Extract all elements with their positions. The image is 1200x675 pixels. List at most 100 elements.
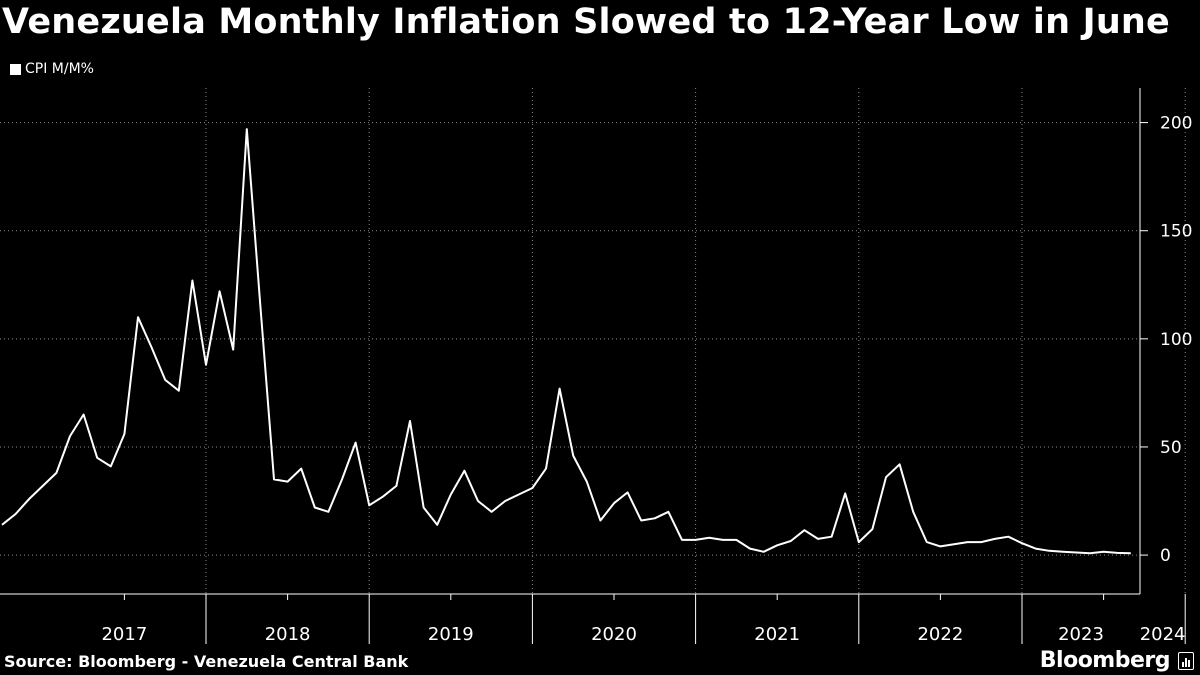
data-point [1007, 536, 1009, 538]
data-point [232, 349, 234, 351]
chart-title: Venezuela Monthly Inflation Slowed to 12… [2, 2, 1170, 42]
y-tick-label: 50 [1160, 438, 1182, 458]
data-point [259, 305, 261, 307]
data-point [831, 536, 833, 538]
data-point [137, 316, 139, 318]
data-point [164, 379, 166, 381]
data-point [178, 390, 180, 392]
data-point [409, 420, 411, 422]
data-point [613, 502, 615, 504]
series-layer [1, 128, 1132, 555]
data-point [531, 487, 533, 489]
data-point [858, 541, 860, 543]
data-point [885, 476, 887, 478]
y-tick-label: 150 [1160, 222, 1192, 242]
data-point [654, 517, 656, 519]
data-point [749, 548, 751, 550]
data-point [355, 442, 357, 444]
data-point [912, 511, 914, 513]
data-point [926, 541, 928, 543]
data-point [1103, 551, 1105, 553]
data-point [55, 472, 57, 474]
data-point [123, 433, 125, 435]
data-point [42, 485, 44, 487]
bloomberg-logo: Bloomberg [1039, 648, 1171, 673]
y-tick-label: 200 [1160, 114, 1192, 134]
data-point [994, 538, 996, 540]
data-point [287, 481, 289, 483]
legend: CPI M/M% [10, 61, 94, 77]
x-tick-label: 2022 [917, 624, 963, 645]
source-note: Source: Bloomberg - Venezuela Central Ba… [4, 652, 409, 671]
y-tick-label: 0 [1160, 546, 1171, 566]
data-point [1089, 552, 1091, 554]
data-point [545, 468, 547, 470]
data-point [586, 481, 588, 483]
data-point [382, 496, 384, 498]
data-point [15, 513, 17, 515]
data-point [191, 279, 193, 281]
x-tick-label: 2018 [265, 624, 311, 645]
data-point [273, 478, 275, 480]
data-point [708, 537, 710, 539]
x-tick-label: 2021 [754, 624, 800, 645]
data-point [314, 507, 316, 509]
data-point [69, 435, 71, 437]
data-point [1048, 550, 1050, 552]
data-point [1075, 551, 1077, 553]
data-point [1, 524, 3, 526]
data-point [667, 511, 669, 513]
data-point [423, 507, 425, 509]
x-tick-label: 2019 [428, 624, 474, 645]
data-point [28, 498, 30, 500]
data-point [722, 539, 724, 541]
data-point [110, 465, 112, 467]
data-point [327, 511, 329, 513]
data-point [96, 457, 98, 459]
data-point [627, 491, 629, 493]
data-point [899, 463, 901, 465]
data-point [776, 544, 778, 546]
y-tick-label: 100 [1160, 330, 1192, 350]
data-point [491, 511, 493, 513]
data-point [967, 541, 969, 543]
data-point [817, 538, 819, 540]
data-point [1035, 548, 1037, 550]
data-point [1062, 551, 1064, 553]
data-point [1021, 542, 1023, 544]
data-point [572, 455, 574, 457]
data-point [83, 414, 85, 416]
data-point [246, 128, 248, 130]
data-point [205, 364, 207, 366]
data-point [803, 529, 805, 531]
data-point [504, 500, 506, 502]
legend-label: CPI M/M% [25, 61, 94, 77]
data-point [681, 539, 683, 541]
data-point [151, 346, 153, 348]
data-point [640, 519, 642, 521]
data-point [559, 388, 561, 390]
data-point [395, 485, 397, 487]
data-point [695, 539, 697, 541]
x-tick-label: 2020 [591, 624, 637, 645]
data-point [599, 519, 601, 521]
x-tick-label: 2024 [1140, 624, 1186, 645]
data-point [1116, 552, 1118, 554]
data-point [1130, 552, 1132, 554]
grid-layer [0, 88, 1186, 594]
data-point [300, 468, 302, 470]
bloomberg-logo-icon [1178, 652, 1194, 670]
data-point [436, 524, 438, 526]
data-point [980, 541, 982, 543]
data-point [871, 528, 873, 530]
data-point [844, 492, 846, 494]
data-point [953, 543, 955, 545]
data-point [790, 540, 792, 542]
data-point [518, 494, 520, 496]
data-point [939, 545, 941, 547]
axis-layer: 0 50 100 150 200 2017 2018 2019 2020 2021 2022 2023… [0, 88, 1192, 645]
cpi-series-line [1, 128, 1131, 555]
data-point [368, 504, 370, 506]
x-tick-label: 2017 [101, 624, 147, 645]
